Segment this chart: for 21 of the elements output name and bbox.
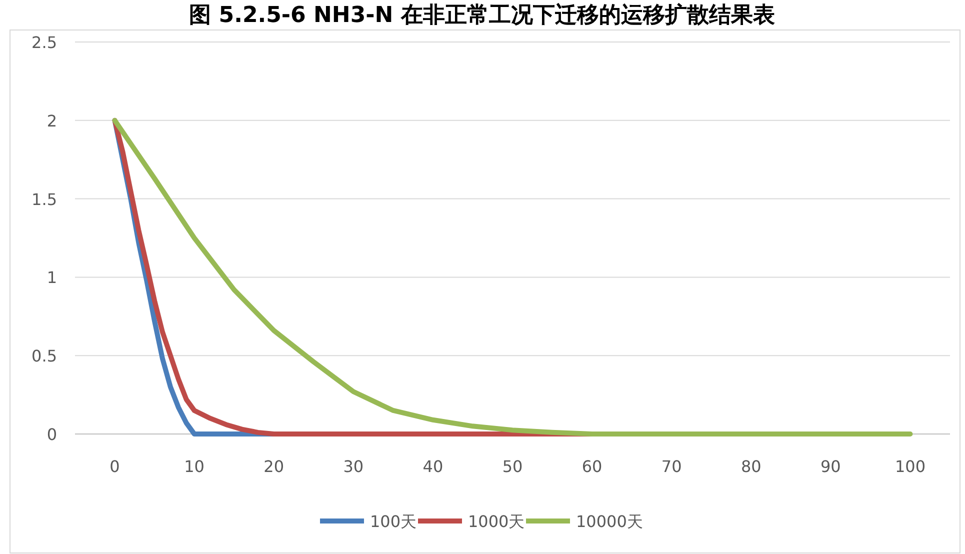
x-tick-label: 90 bbox=[820, 457, 841, 476]
x-tick-label: 100 bbox=[894, 457, 926, 476]
legend-label: 10000天 bbox=[576, 512, 643, 531]
x-tick-label: 80 bbox=[740, 457, 762, 476]
legend-label: 100天 bbox=[370, 512, 417, 531]
y-tick-label: 1.5 bbox=[32, 190, 57, 209]
y-tick-label: 0 bbox=[46, 425, 57, 444]
x-tick-label: 70 bbox=[661, 457, 682, 476]
x-tick-label: 10 bbox=[184, 457, 204, 476]
x-tick-label: 40 bbox=[422, 457, 444, 476]
x-tick-label: 0 bbox=[110, 457, 120, 476]
x-tick-label: 20 bbox=[264, 457, 284, 476]
y-tick-label: 2 bbox=[46, 111, 57, 130]
x-tick-label: 50 bbox=[502, 457, 523, 476]
x-tick-label: 60 bbox=[582, 457, 602, 476]
y-tick-label: 1 bbox=[46, 268, 57, 288]
y-tick-label: 2.5 bbox=[32, 33, 57, 52]
legend-label: 1000天 bbox=[468, 512, 525, 531]
y-tick-label: 0.5 bbox=[32, 346, 57, 366]
x-tick-label: 30 bbox=[343, 457, 364, 476]
chart-title: 图 5.2.5-6 NH3-N 在非正常工况下迁移的运移扩散结果表 bbox=[189, 2, 775, 28]
